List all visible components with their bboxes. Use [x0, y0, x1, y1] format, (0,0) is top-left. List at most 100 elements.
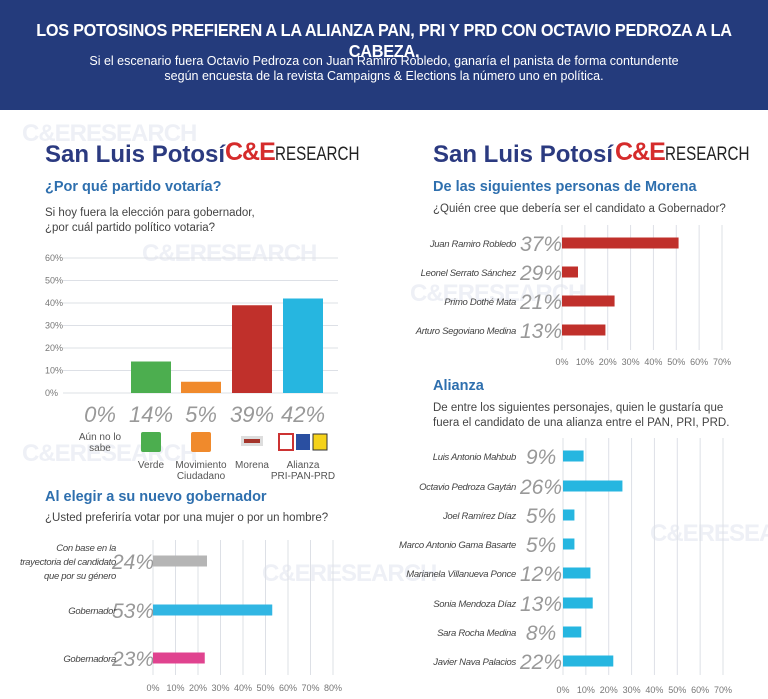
bar [562, 266, 578, 278]
bar [563, 509, 575, 521]
y-tick-label: 10% [45, 366, 63, 376]
x-tick-label: 0% [556, 685, 569, 695]
category-label: Arturo Segoviano Medina [415, 326, 516, 337]
watermark: C&ERESEARCH [22, 440, 197, 467]
section-title-party: ¿Por qué partido votaría? [45, 179, 222, 195]
left-logo: C&ERESEARCH [225, 138, 380, 167]
left-title: San Luis Potosí [45, 141, 226, 168]
bar [563, 450, 584, 462]
bar [563, 597, 593, 609]
bar [153, 652, 205, 664]
x-tick-label: 40% [644, 357, 662, 367]
watermark: C&ERESEARCH [650, 520, 768, 547]
category-label: Alianza [287, 460, 320, 471]
x-tick-label: 30% [622, 357, 640, 367]
bar [563, 480, 623, 492]
watermark: C&ERESEARCH [142, 240, 317, 267]
subhead-line-1: Si el escenario fuera Octavio Pedroza co… [89, 54, 679, 68]
category-label: Con base en la [56, 543, 116, 554]
movimiento-ciudadano-logo-icon [191, 432, 211, 452]
y-tick-label: 0% [45, 388, 58, 398]
value-label: 5% [526, 534, 556, 557]
value-label: 9% [526, 446, 556, 469]
category-label: Ciudadano [177, 471, 226, 482]
x-tick-label: 10% [576, 357, 594, 367]
watermark: C&ERESEARCH [22, 120, 197, 147]
bar-alianza-pri-pan-prd [283, 298, 323, 393]
prd-logo-icon [312, 433, 328, 451]
bar [562, 237, 679, 249]
value-label: 23% [111, 648, 154, 671]
x-tick-label: 70% [713, 357, 731, 367]
bar [153, 555, 207, 567]
x-tick-label: 50% [667, 357, 685, 367]
category-label: Javier Nava Palacios [432, 657, 516, 668]
category-label: que por su género [44, 571, 116, 582]
category-label: Verde [138, 460, 165, 471]
bar [563, 538, 575, 550]
y-tick-label: 60% [45, 253, 63, 263]
category-label: Joel Ramírez Díaz [442, 511, 517, 522]
category-label: trayectoria del candidato [20, 557, 116, 568]
morena-logo-text-icon [244, 439, 260, 443]
subhead-line-2: según encuesta de la revista Campaigns &… [164, 69, 604, 83]
bar [153, 604, 273, 616]
y-tick-label: 20% [45, 343, 63, 353]
category-label: Leonel Serrato Sánchez [421, 268, 517, 279]
header-banner: LOS POTOSINOS PREFIEREN A LA ALIANZA PAN… [0, 0, 768, 110]
bar [562, 324, 606, 336]
x-tick-label: 20% [599, 357, 617, 367]
x-tick-label: 0% [146, 683, 159, 693]
question-alianza-1: De entre los siguientes personajes, quie… [433, 402, 724, 414]
x-tick-label: 60% [691, 685, 709, 695]
logo-research: RESEARCH [664, 144, 750, 165]
section-title-alianza: Alianza [433, 378, 484, 394]
x-tick-label: 70% [714, 685, 732, 695]
value-label: 12% [520, 563, 562, 586]
headline: LOS POTOSINOS PREFIEREN A LA ALIANZA PAN… [36, 20, 732, 61]
category-label: Sonia Mendoza Díaz [433, 599, 516, 610]
value-label: 53% [112, 600, 154, 623]
value-label: 14% [129, 402, 173, 427]
bar [563, 567, 591, 579]
x-tick-label: 40% [645, 685, 663, 695]
verde-logo-icon [141, 432, 161, 452]
bar-morena [232, 305, 272, 393]
x-tick-label: 70% [301, 683, 319, 693]
y-tick-label: 50% [45, 276, 63, 286]
category-label: Gobernadora [63, 654, 116, 665]
y-tick-label: 40% [45, 298, 63, 308]
y-tick-label: 30% [45, 321, 63, 331]
logo-ce: C&E [615, 138, 666, 166]
value-label: 24% [111, 551, 154, 574]
bar [563, 655, 614, 667]
x-tick-label: 40% [234, 683, 252, 693]
question-gender: ¿Usted preferiría votar por una mujer o … [45, 512, 329, 524]
value-label: 0% [84, 402, 116, 427]
question-morena: ¿Quién cree que debería ser el candidato… [433, 203, 726, 215]
value-label: 42% [281, 402, 325, 427]
category-label: Luis Antonio Mahbub [433, 452, 516, 463]
category-label: Movimiento [175, 460, 227, 471]
section-title-gender: Al elegir a su nuevo gobernador [45, 489, 267, 505]
category-label: Juan Ramiro Robledo [429, 239, 516, 250]
x-tick-label: 50% [256, 683, 274, 693]
category-label: PRI-PAN-PRD [271, 471, 335, 482]
x-tick-label: 0% [555, 357, 568, 367]
value-label: 37% [520, 233, 562, 256]
x-tick-label: 60% [279, 683, 297, 693]
x-tick-label: 20% [600, 685, 618, 695]
bar [563, 626, 582, 638]
value-label: 8% [526, 622, 556, 645]
bar [562, 295, 615, 307]
logo-research: RESEARCH [274, 144, 360, 165]
x-tick-label: 10% [577, 685, 595, 695]
x-tick-label: 10% [166, 683, 184, 693]
value-label: 39% [230, 402, 274, 427]
value-label: 13% [520, 593, 562, 616]
x-tick-label: 20% [189, 683, 207, 693]
watermark: C&ERESEARCH [262, 560, 437, 587]
watermark: C&ERESEARCH [410, 280, 585, 307]
x-tick-label: 80% [324, 683, 342, 693]
